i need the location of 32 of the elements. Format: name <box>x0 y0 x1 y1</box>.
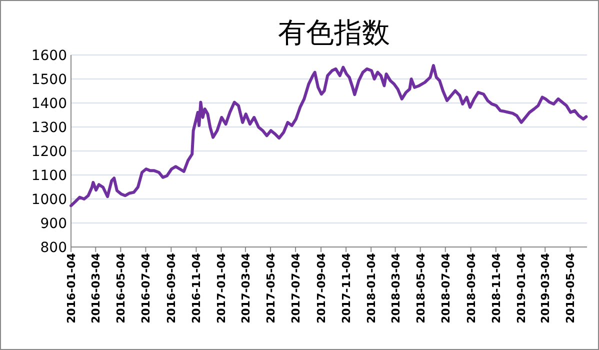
x-tick-label: 2018-01-04 <box>365 252 378 324</box>
x-tick-label: 2017-11-04 <box>340 252 354 324</box>
y-tick-label: 1400 <box>31 96 67 112</box>
x-tick-label: 2016-05-04 <box>114 252 128 324</box>
x-tick-label: 2018-03-04 <box>389 252 402 324</box>
x-tick-label: 2019-03-04 <box>539 252 552 324</box>
x-tick-label: 2016-07-04 <box>140 252 153 324</box>
x-tick-label: 2016-09-04 <box>165 252 178 324</box>
x-tick-label: 2019-01-04 <box>514 252 528 324</box>
x-tick-label: 2018-11-04 <box>490 252 503 324</box>
x-tick-label: 2017-03-04 <box>239 252 252 324</box>
x-tick-label: 2019-05-04 <box>564 252 578 324</box>
y-tick-label: 1500 <box>31 72 67 88</box>
x-tick-label: 2017-05-04 <box>264 252 278 324</box>
x-tick-label: 2018-09-04 <box>464 252 478 324</box>
x-tick-label: 2018-05-04 <box>414 252 428 324</box>
x-tick-label: 2016-11-04 <box>190 252 204 324</box>
y-tick-label: 800 <box>40 240 67 256</box>
x-tick-label: 2017-01-04 <box>215 252 228 324</box>
x-tick-label: 2016-03-04 <box>90 252 103 324</box>
y-tick-label: 1600 <box>31 48 67 64</box>
x-tick-label: 2018-07-04 <box>439 252 452 324</box>
x-tick-label: 2017-07-04 <box>290 252 303 324</box>
y-tick-label: 1100 <box>31 168 67 184</box>
x-tick-label: 2017-09-04 <box>314 252 328 324</box>
y-tick-label: 1200 <box>31 144 67 160</box>
y-tick-label: 900 <box>40 216 67 232</box>
x-tick-label: 2016-01-04 <box>65 252 78 324</box>
chart-title: 有色指数 <box>278 16 390 49</box>
y-tick-label: 1000 <box>31 192 67 208</box>
y-tick-label: 1300 <box>31 120 67 136</box>
line-series <box>70 64 588 208</box>
